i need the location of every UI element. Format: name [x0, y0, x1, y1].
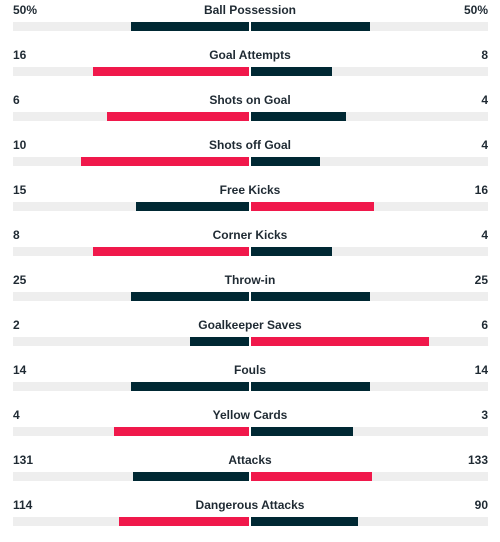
stat-row-goal-attempts: 16 Goal Attempts 8 — [0, 47, 500, 92]
home-bar — [93, 247, 249, 256]
match-statistics: 50% Ball Possession 50% 16 Goal Attempts… — [0, 2, 500, 526]
home-bar — [136, 202, 249, 211]
stat-row-attacks: 131 Attacks 133 — [0, 452, 500, 497]
away-bar-track — [251, 337, 488, 346]
home-bar-track — [13, 247, 249, 256]
home-bar — [133, 472, 249, 481]
home-value: 114 — [13, 498, 33, 512]
away-value: 133 — [467, 453, 488, 467]
away-value: 3 — [481, 408, 488, 422]
away-value: 6 — [481, 318, 488, 332]
stat-label: Attacks — [228, 453, 272, 467]
stat-row-fouls: 14 Fouls 14 — [0, 362, 500, 407]
home-bar — [81, 157, 249, 166]
away-bar — [251, 337, 429, 346]
home-value: 14 — [13, 363, 27, 377]
away-value: 4 — [481, 228, 488, 242]
stat-label: Shots off Goal — [209, 138, 291, 152]
home-bar-track — [13, 67, 249, 76]
stat-row-dangerous-attacks: 114 Dangerous Attacks 90 — [0, 497, 500, 542]
home-bar-track — [13, 472, 249, 481]
away-bar — [251, 517, 358, 526]
home-value: 131 — [13, 453, 34, 467]
away-value: 4 — [481, 138, 488, 152]
away-bar-track — [251, 427, 488, 436]
away-bar — [251, 472, 372, 481]
stat-label: Ball Possession — [203, 3, 297, 17]
stat-row-corner-kicks: 8 Corner Kicks 4 — [0, 227, 500, 272]
away-bar — [251, 202, 374, 211]
away-bar-track — [251, 67, 488, 76]
stat-label: Throw-in — [224, 273, 276, 287]
away-bar-track — [251, 22, 488, 31]
home-bar — [107, 112, 249, 121]
away-bar — [251, 22, 370, 31]
home-bar — [190, 337, 249, 346]
home-bar-track — [13, 157, 249, 166]
stat-label: Goal Attempts — [209, 48, 291, 62]
away-value: 16 — [474, 183, 488, 197]
away-bar-track — [251, 382, 488, 391]
away-bar — [251, 67, 332, 76]
stat-label: Free Kicks — [219, 183, 281, 197]
away-bar-track — [251, 157, 488, 166]
home-bar-track — [13, 427, 249, 436]
home-value: 25 — [13, 273, 27, 287]
stat-label: Fouls — [234, 363, 266, 377]
home-bar-track — [13, 112, 249, 121]
stat-row-shots-on-goal: 6 Shots on Goal 4 — [0, 92, 500, 137]
home-value: 6 — [13, 93, 20, 107]
away-bar — [251, 157, 320, 166]
home-bar-track — [13, 292, 249, 301]
away-bar-track — [251, 112, 488, 121]
home-value: 10 — [13, 138, 27, 152]
stat-label: Dangerous Attacks — [195, 498, 305, 512]
away-value: 4 — [481, 93, 488, 107]
stat-label: Yellow Cards — [212, 408, 288, 422]
home-value: 2 — [13, 318, 20, 332]
away-bar-track — [251, 292, 488, 301]
home-bar — [131, 22, 249, 31]
away-bar-track — [251, 472, 488, 481]
home-bar — [119, 517, 249, 526]
away-bar — [251, 292, 370, 301]
home-value: 4 — [13, 408, 20, 422]
home-bar — [131, 292, 249, 301]
away-value: 50% — [463, 3, 488, 17]
home-value: 16 — [13, 48, 27, 62]
away-value: 90 — [474, 498, 488, 512]
away-bar-track — [251, 517, 488, 526]
stat-row-throw-in: 25 Throw-in 25 — [0, 272, 500, 317]
home-value: 50% — [13, 3, 38, 17]
away-bar-track — [251, 202, 488, 211]
home-value: 8 — [13, 228, 20, 242]
stat-label: Goalkeeper Saves — [198, 318, 302, 332]
stat-label: Corner Kicks — [212, 228, 288, 242]
home-bar-track — [13, 382, 249, 391]
away-bar-track — [251, 247, 488, 256]
away-bar — [251, 427, 353, 436]
home-bar — [93, 67, 249, 76]
home-bar-track — [13, 337, 249, 346]
stat-row-ball-possession: 50% Ball Possession 50% — [0, 2, 500, 47]
home-bar-track — [13, 22, 249, 31]
away-bar — [251, 382, 370, 391]
home-value: 15 — [13, 183, 27, 197]
stat-row-free-kicks: 15 Free Kicks 16 — [0, 182, 500, 227]
home-bar-track — [13, 202, 249, 211]
away-value: 25 — [474, 273, 488, 287]
home-bar-track — [13, 517, 249, 526]
away-bar — [251, 112, 346, 121]
home-bar — [131, 382, 249, 391]
away-value: 8 — [481, 48, 488, 62]
stat-row-yellow-cards: 4 Yellow Cards 3 — [0, 407, 500, 452]
away-bar — [251, 247, 332, 256]
stat-row-shots-off-goal: 10 Shots off Goal 4 — [0, 137, 500, 182]
stat-label: Shots on Goal — [209, 93, 291, 107]
stat-row-goalkeeper-saves: 2 Goalkeeper Saves 6 — [0, 317, 500, 362]
home-bar — [114, 427, 249, 436]
away-value: 14 — [474, 363, 488, 377]
